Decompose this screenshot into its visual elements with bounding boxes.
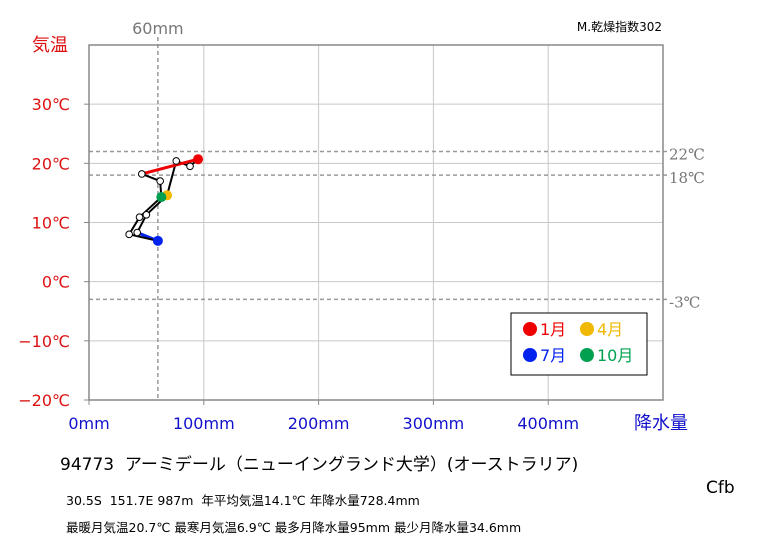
legend-marker [523,322,537,336]
legend-marker [580,348,594,362]
legend-label: 1月 [540,320,566,339]
month-path-segment [141,157,199,176]
y-tick-label: −10℃ [18,332,70,351]
reference-label-temp: -3℃ [669,293,700,311]
y-tick-label: −20℃ [18,391,70,410]
reference-label-temp: 22℃ [669,146,705,164]
station-title: 94773 アーミデール（ニューイングランド大学）(オーストラリア) [60,455,579,475]
dryness-index-label: M.乾燥指数302 [577,19,662,34]
legend-marker [523,348,537,362]
month-point [172,157,181,165]
reference-label-precip: 60mm [132,19,184,38]
month-point [138,170,146,178]
x-tick-label: 100mm [173,414,235,433]
month-point [186,162,194,171]
reference-label-temp: 18℃ [669,169,705,187]
month-point [142,211,151,219]
y-axis-label: 気温 [32,35,68,56]
x-tick-label: 300mm [403,414,465,433]
y-tick-label: 20℃ [32,154,70,173]
y-tick-label: 0℃ [42,273,70,292]
legend-label: 10月 [597,346,633,365]
legend-label: 7月 [540,346,566,365]
month-point [125,230,133,239]
month-point [135,213,144,221]
legend-marker [580,322,594,336]
station-coordinates-summary: 30.5S 151.7E 987m 年平均気温14.1℃ 年降水量728.4mm [66,493,420,508]
x-tick-label: 200mm [288,414,350,433]
x-tick-label: 400mm [517,414,579,433]
month-point-highlight [193,154,204,165]
y-tick-label: 10℃ [32,214,70,233]
x-axis-label: 降水量 [634,413,688,434]
station-extremes-summary: 最暖月気温20.7℃ 最寒月気温6.9℃ 最多月降水量95mm 最少月降水量34… [66,520,522,535]
month-point [133,228,142,237]
climate-class: Cfb [706,478,735,498]
legend-label: 4月 [597,320,623,339]
month-point-highlight [152,235,163,246]
month-point-highlight [156,192,167,203]
y-tick-label: 30℃ [32,95,70,114]
x-tick-label: 0mm [68,414,109,433]
month-point [156,177,164,185]
